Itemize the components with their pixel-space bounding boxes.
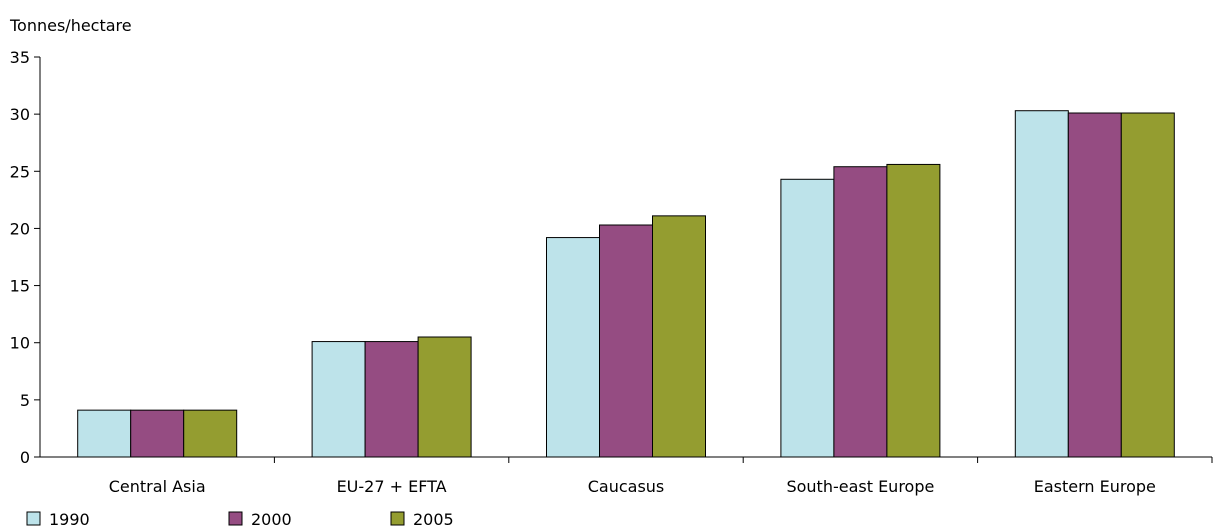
bar-1990-3: Caucasus 1990: 19.2 <box>546 237 600 458</box>
bar-2000-4: South-east Europe 2000: 25.4 <box>833 166 888 458</box>
legend-swatch <box>390 511 405 526</box>
y-axis: 0 5 10 15 20 25 30 35 <box>10 48 41 467</box>
bar-2000-2: EU-27 + EFTA 2000: 10.1 <box>364 341 419 458</box>
bar-1990-4: South-east Europe 1990: 24.3 <box>780 178 835 458</box>
bar-1990-5: Eastern Europe 1990: 30.3 <box>1014 110 1069 458</box>
y-tick-label: 20 <box>10 219 30 238</box>
x-tick-label: Eastern Europe <box>1034 477 1156 496</box>
legend-item-1990: 1990 <box>26 510 90 529</box>
legend-item-2000: 2000 <box>228 510 292 529</box>
y-tick-label: 30 <box>10 105 30 124</box>
bars-group: Central Asia 1990: 4.1Central Asia 2000:… <box>77 110 1175 458</box>
legend-label: 1990 <box>49 510 90 529</box>
y-tick-label: 10 <box>10 334 30 353</box>
legend-item-2005: 2005 <box>390 510 454 529</box>
y-tick-label: 15 <box>10 277 30 296</box>
y-tick-label: 0 <box>20 448 30 467</box>
bar-2005-5: Eastern Europe 2005: 30.1 <box>1120 112 1175 458</box>
x-axis: Central Asia EU-27 + EFTA Caucasus South-ea… <box>40 456 1213 496</box>
legend: 1990 2000 2005 <box>26 510 454 529</box>
x-tick-label: Central Asia <box>109 477 206 496</box>
bar-2005-1: Central Asia 2005: 4.1 <box>183 409 238 458</box>
bar-2005-3: Caucasus 2005: 21.1 <box>652 215 706 458</box>
legend-label: 2005 <box>413 510 454 529</box>
bar-2000-5: Eastern Europe 2000: 30.1 <box>1067 112 1122 458</box>
bar-2000-3: Caucasus 2000: 20.3 <box>599 224 653 458</box>
legend-swatch <box>26 511 41 526</box>
bar-2005-2: EU-27 + EFTA 2005: 10.5 <box>417 336 472 458</box>
y-tick-label: 35 <box>10 48 30 67</box>
bar-1990-2: EU-27 + EFTA 1990: 10.1 <box>311 341 366 458</box>
legend-swatch <box>228 511 243 526</box>
bar-2005-4: South-east Europe 2005: 25.6 <box>886 163 941 458</box>
y-tick-label: 25 <box>10 162 30 181</box>
y-tick-label: 5 <box>20 391 30 410</box>
legend-label: 2000 <box>251 510 292 529</box>
bar-2000-1: Central Asia 2000: 4.1 <box>130 409 185 458</box>
x-tick-label: Caucasus <box>588 477 665 496</box>
x-tick-label: South-east Europe <box>786 477 934 496</box>
x-tick-label: EU-27 + EFTA <box>337 477 447 496</box>
y-axis-title: Tonnes/hectare <box>9 16 132 35</box>
bar-1990-1: Central Asia 1990: 4.1 <box>77 409 132 458</box>
